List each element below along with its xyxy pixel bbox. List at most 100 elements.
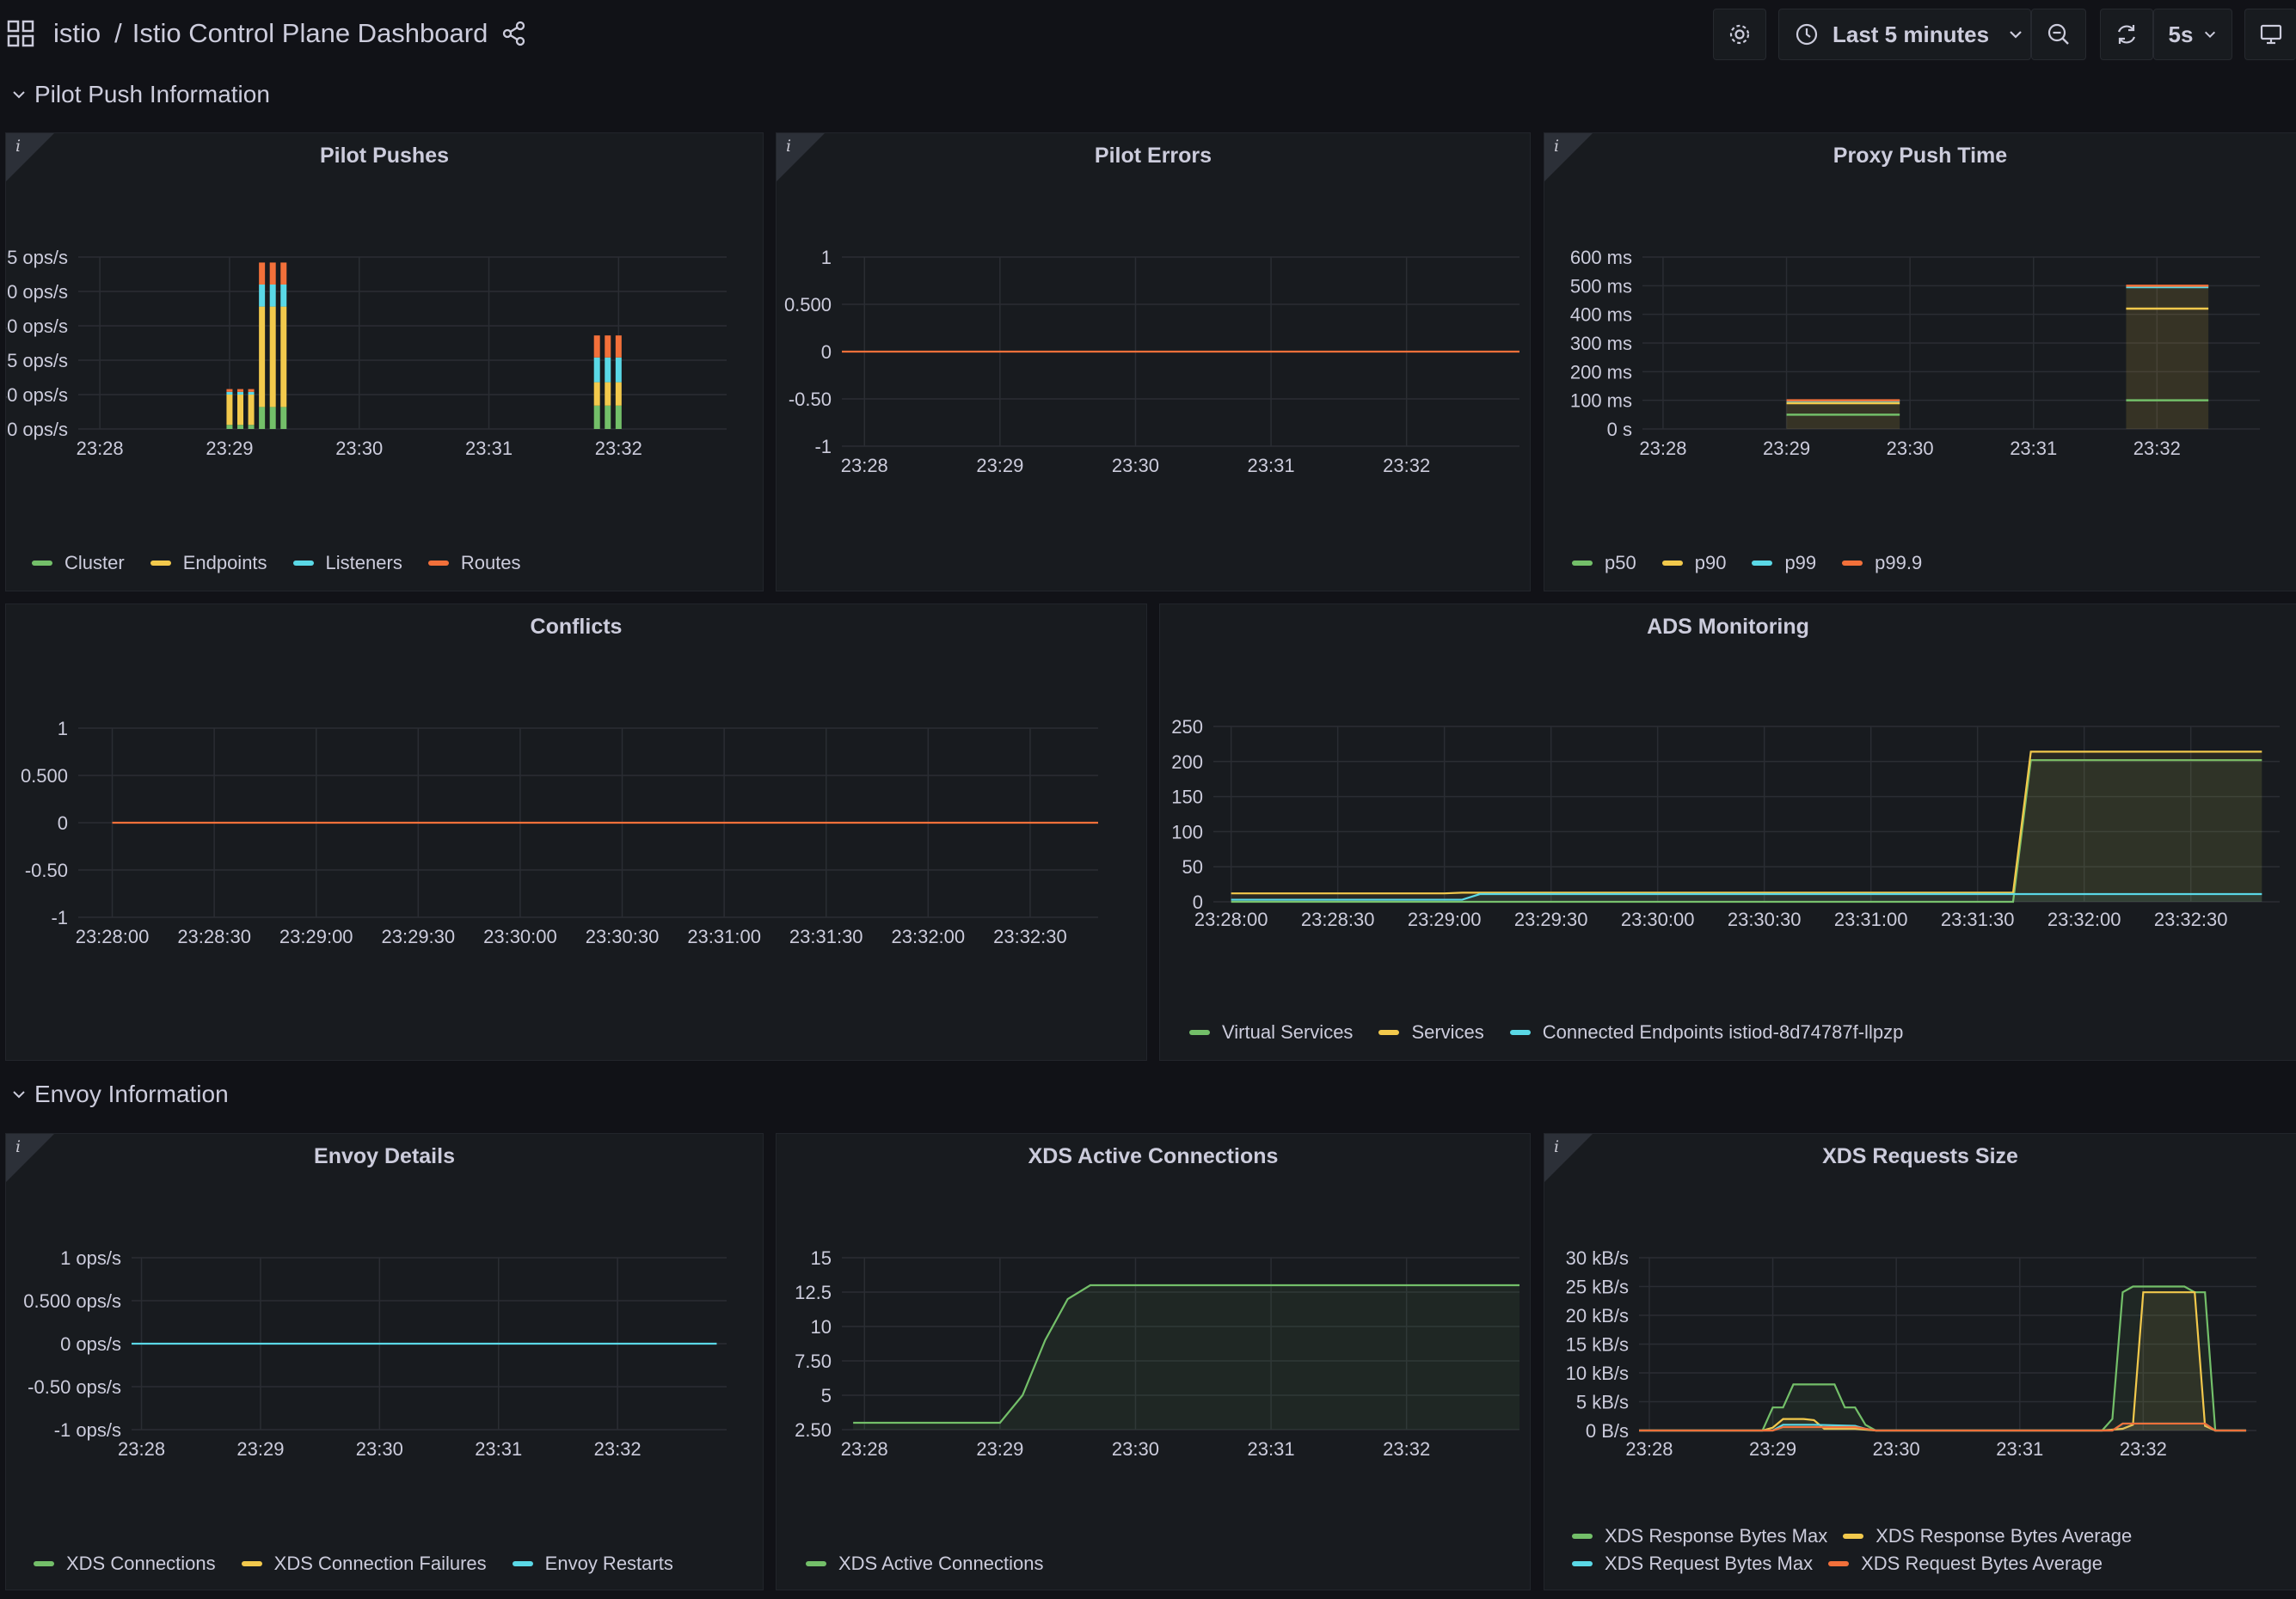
y-tick-label: 1 ops/s	[60, 1247, 121, 1269]
legend-item-connected-endpoints[interactable]: Connected Endpoints istiod-8d74787f-llpz…	[1509, 1019, 1903, 1046]
panel-title[interactable]: Pilot Pushes	[319, 144, 450, 168]
tv-mode-button[interactable]	[2244, 9, 2296, 60]
conflicts-chart[interactable]: -1 -0.50 0 0.500 1 23:28:00 23:28:30 23:29:00 23…	[6, 652, 1148, 1057]
xds-active-connections-chart[interactable]: 2.50 5 7.50 10 12.5 15 23:28 23:29 23:30 23:31 23:…	[777, 1182, 1532, 1586]
x-tick-label: 23:29	[206, 438, 253, 459]
x-tick-label: 23:29:00	[1408, 909, 1482, 930]
x-tick-label: 23:31	[1996, 1438, 2043, 1460]
x-tick-label: 23:32	[2120, 1438, 2167, 1460]
info-icon[interactable]: i	[1554, 1137, 1560, 1156]
bar-segment-routes	[269, 262, 276, 285]
y-tick-label: 500 ms	[1570, 275, 1632, 297]
legend-item-xds-request-bytes-average[interactable]: XDS Request Bytes Average	[1828, 1550, 2103, 1578]
x-tick-label: 23:29	[976, 455, 1023, 476]
clock-icon	[1796, 23, 1818, 46]
legend-item-p99[interactable]: p99	[1752, 549, 1816, 577]
bar-segment-cluster	[605, 405, 611, 429]
legend-item-routes[interactable]: Routes	[427, 549, 521, 577]
y-tick-label: 2.50 ops/s	[6, 384, 68, 406]
panel-title[interactable]: ADS Monitoring	[1647, 615, 1809, 639]
y-tick-label: 200 ms	[1570, 361, 1632, 383]
panel-title[interactable]: Envoy Details	[314, 1144, 455, 1168]
info-icon[interactable]: i	[1554, 137, 1560, 156]
y-tick-label: 12.5	[795, 1282, 832, 1303]
row-header-envoy-information[interactable]: Envoy Information	[10, 1081, 229, 1108]
legend-swatch	[241, 1561, 262, 1566]
bar-segment-endpoints	[593, 382, 600, 406]
legend-swatch	[1842, 561, 1863, 566]
refresh-interval-picker[interactable]: 5s	[2153, 9, 2232, 60]
apps-grid-icon[interactable]	[7, 20, 34, 47]
x-tick-label: 23:29:00	[279, 926, 353, 947]
bar-segment-cluster	[259, 407, 266, 429]
y-tick-label: 150	[1171, 787, 1203, 808]
proxy-push-time-chart[interactable]: 0 s 100 ms 200 ms 300 ms 400 ms 500 ms 600 ms 2…	[1544, 181, 2296, 585]
series-line	[1639, 1422, 2247, 1432]
legend-item-endpoints[interactable]: Endpoints	[150, 549, 267, 577]
xds-requests-size-chart[interactable]: 0 B/s 5 kB/s 10 kB/s 15 kB/s 20 kB/s 25 kB/s 3…	[1544, 1182, 2296, 1560]
refresh-button[interactable]	[2100, 9, 2153, 60]
y-tick-label: 5 kB/s	[1576, 1392, 1629, 1413]
legend-item-cluster[interactable]: Cluster	[32, 549, 125, 577]
bar-segment-cluster	[593, 405, 600, 429]
bar-segment-routes	[593, 335, 600, 358]
panel-title[interactable]: Pilot Errors	[1094, 144, 1212, 168]
ads-monitoring-chart[interactable]: 0 50 100 150 200 250 23:28:00 23:28:30 23:29:00 2…	[1160, 652, 2296, 1057]
refresh-icon	[2117, 25, 2136, 44]
legend-item-p999[interactable]: p99.9	[1842, 549, 1922, 577]
legend-label: Virtual Services	[1222, 1021, 1354, 1043]
x-tick-label: 23:32	[1383, 1438, 1430, 1460]
legend-label: XDS Request Bytes Average	[1861, 1553, 2103, 1574]
panel-title[interactable]: XDS Active Connections	[1028, 1144, 1279, 1168]
info-icon[interactable]: i	[15, 1137, 21, 1156]
pilot-pushes-chart[interactable]: 0 ops/s 2.50 ops/s 5 ops/s 7.50 ops/s 10 ops…	[6, 181, 764, 585]
x-tick-label: 23:30:00	[1621, 909, 1695, 930]
x-tick-label: 23:31:30	[789, 926, 863, 947]
legend-item-xds-response-bytes-max[interactable]: XDS Response Bytes Max	[1572, 1522, 1827, 1550]
legend-item-xds-response-bytes-average[interactable]: XDS Response Bytes Average	[1843, 1522, 2132, 1550]
legend-item-xds-active-connections[interactable]: XDS Active Connections	[806, 1550, 1043, 1578]
x-tick-label: 23:32:30	[993, 926, 1067, 947]
panel-envoy-details: i Envoy Details -1 ops/s -0.50 ops/s 0 ops…	[5, 1133, 764, 1590]
legend-swatch	[512, 1561, 533, 1566]
legend-item-xds-connections[interactable]: XDS Connections	[34, 1550, 216, 1578]
zoom-out-button[interactable]	[2031, 9, 2086, 60]
legend-item-xds-request-bytes-max[interactable]: XDS Request Bytes Max	[1572, 1550, 1813, 1578]
y-tick-label: -1	[51, 907, 68, 928]
legend-item-envoy-restarts[interactable]: Envoy Restarts	[512, 1550, 673, 1578]
breadcrumb-folder[interactable]: istio	[53, 18, 101, 48]
panel-title[interactable]: Proxy Push Time	[1833, 144, 2008, 168]
y-tick-label: 50	[1182, 856, 1203, 878]
legend-item-virtual-services[interactable]: Virtual Services	[1189, 1019, 1353, 1046]
bar-segment-endpoints	[226, 395, 233, 426]
bar-segment-endpoints	[248, 395, 255, 426]
dashboard-settings-button[interactable]	[1713, 9, 1766, 60]
y-tick-label: 10	[811, 1316, 832, 1338]
x-tick-label: 23:28:00	[76, 926, 150, 947]
share-icon[interactable]	[501, 21, 527, 46]
panel-title[interactable]: Conflicts	[530, 615, 623, 639]
x-tick-label: 23:31:30	[1941, 909, 2015, 930]
legend-item-xds-connection-failures[interactable]: XDS Connection Failures	[241, 1550, 487, 1578]
info-icon[interactable]: i	[15, 137, 21, 156]
legend-label: Routes	[460, 552, 521, 573]
panel-title[interactable]: XDS Requests Size	[1822, 1144, 2018, 1168]
legend-swatch	[1572, 561, 1593, 566]
series-area	[1639, 1286, 2247, 1431]
legend-item-p90[interactable]: p90	[1661, 549, 1726, 577]
pilot-errors-chart[interactable]: -1 -0.50 0 0.500 1 23:28 23:29 23:30 23:31 23:32	[777, 181, 1532, 592]
x-tick-label: 23:30	[356, 1438, 403, 1460]
legend-item-services[interactable]: Services	[1378, 1019, 1484, 1046]
y-tick-label: 0 s	[1607, 419, 1632, 440]
info-icon[interactable]: i	[786, 137, 792, 156]
envoy-details-chart[interactable]: -1 ops/s -0.50 ops/s 0 ops/s 0.500 ops/s 1 o…	[6, 1182, 764, 1586]
time-range-picker[interactable]: Last 5 minutes	[1778, 9, 2031, 60]
legend-item-p50[interactable]: p50	[1572, 549, 1636, 577]
dashboard-title[interactable]: Istio Control Plane Dashboard	[132, 18, 488, 48]
x-tick-label: 23:28	[1625, 1438, 1673, 1460]
bar-segment-endpoints	[269, 306, 276, 407]
bar-segment-listeners	[615, 357, 622, 383]
row-header-pilot-push-information[interactable]: Pilot Push Information	[10, 81, 270, 108]
legend-item-listeners[interactable]: Listeners	[292, 549, 402, 577]
bar-segment-endpoints	[605, 382, 611, 406]
